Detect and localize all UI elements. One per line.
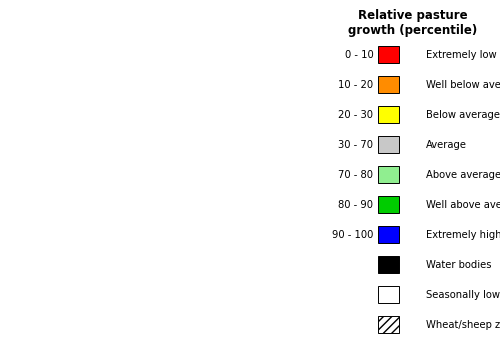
FancyBboxPatch shape	[378, 76, 398, 93]
Text: Well above average: Well above average	[426, 200, 500, 210]
FancyBboxPatch shape	[378, 136, 398, 153]
Text: Below average: Below average	[426, 110, 500, 120]
FancyBboxPatch shape	[378, 226, 398, 243]
Text: Seasonally low growth: Seasonally low growth	[426, 290, 500, 300]
Text: 70 - 80: 70 - 80	[338, 170, 374, 180]
FancyBboxPatch shape	[378, 166, 398, 183]
FancyBboxPatch shape	[378, 316, 398, 333]
FancyBboxPatch shape	[378, 196, 398, 213]
Text: Extremely low: Extremely low	[426, 50, 496, 60]
Text: Above average: Above average	[426, 170, 500, 180]
Text: Wheat/sheep zone: Wheat/sheep zone	[426, 320, 500, 330]
Text: 10 - 20: 10 - 20	[338, 80, 374, 90]
FancyBboxPatch shape	[378, 46, 398, 63]
FancyBboxPatch shape	[378, 106, 398, 123]
Text: Extremely high: Extremely high	[426, 230, 500, 240]
Text: 90 - 100: 90 - 100	[332, 230, 374, 240]
Text: 30 - 70: 30 - 70	[338, 140, 374, 150]
Text: 20 - 30: 20 - 30	[338, 110, 374, 120]
Text: Well below average: Well below average	[426, 80, 500, 90]
Text: Relative pasture
growth (percentile): Relative pasture growth (percentile)	[348, 9, 477, 37]
Text: Average: Average	[426, 140, 467, 150]
Text: 80 - 90: 80 - 90	[338, 200, 374, 210]
FancyBboxPatch shape	[378, 286, 398, 303]
Text: 0 - 10: 0 - 10	[345, 50, 374, 60]
FancyBboxPatch shape	[378, 256, 398, 273]
Text: Water bodies: Water bodies	[426, 260, 492, 270]
